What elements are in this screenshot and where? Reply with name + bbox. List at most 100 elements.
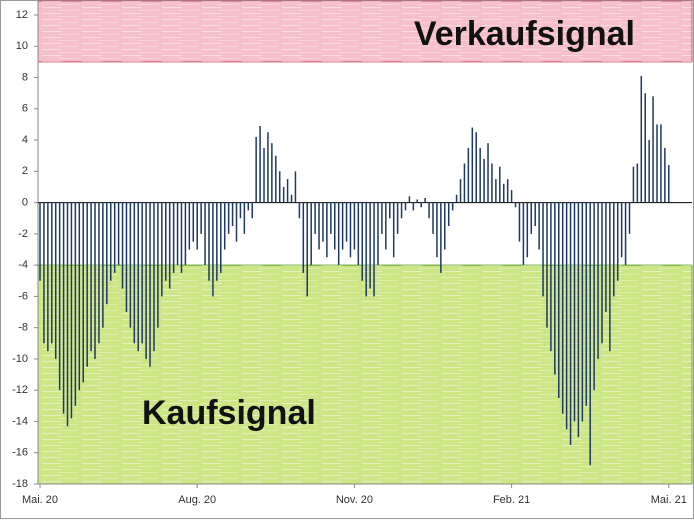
bar — [502, 183, 505, 203]
bar — [153, 202, 155, 352]
bar — [664, 147, 666, 203]
bar — [558, 202, 560, 399]
bar — [86, 202, 88, 367]
bar — [290, 194, 293, 203]
bar — [310, 202, 312, 266]
bar — [369, 202, 371, 289]
bar — [121, 202, 124, 289]
y-tick-label: 8 — [22, 71, 28, 83]
bar — [656, 124, 658, 203]
bar — [373, 202, 375, 297]
bar — [90, 202, 92, 352]
bar — [330, 202, 332, 234]
bar — [341, 202, 344, 250]
bar — [483, 158, 485, 203]
bar — [487, 143, 489, 203]
bar — [506, 179, 509, 203]
bar — [62, 202, 65, 414]
bar — [98, 202, 100, 344]
bar — [652, 96, 654, 203]
bar — [231, 202, 234, 227]
bar — [141, 202, 143, 344]
y-tick-label: -10 — [12, 353, 28, 365]
bar — [39, 202, 41, 281]
bar — [620, 202, 623, 258]
bar — [306, 202, 308, 297]
bar — [235, 202, 238, 242]
bar — [180, 202, 183, 273]
zone-label: Kaufsignal — [142, 394, 316, 432]
bar — [447, 202, 450, 227]
bar — [345, 202, 348, 242]
bar — [550, 202, 552, 352]
bar — [499, 166, 501, 203]
bar — [43, 202, 45, 344]
bar — [577, 202, 580, 438]
bar — [129, 202, 132, 328]
bar — [561, 202, 564, 414]
bar — [212, 202, 214, 297]
bar — [298, 202, 301, 219]
bar — [184, 202, 187, 266]
bar — [400, 202, 403, 219]
bar — [74, 202, 77, 406]
bar — [66, 202, 69, 427]
bar — [389, 202, 391, 219]
x-tick-label: Mai. 20 — [22, 494, 58, 506]
bar — [365, 202, 367, 297]
bar — [585, 202, 588, 406]
bar — [589, 202, 591, 466]
y-tick-label: -8 — [18, 322, 28, 334]
bar — [54, 202, 57, 359]
bar — [196, 202, 198, 250]
bar — [259, 125, 261, 203]
bar — [204, 202, 206, 266]
bar — [176, 202, 179, 266]
y-tick-label: -2 — [18, 228, 28, 240]
bar — [648, 140, 650, 203]
bar — [47, 202, 49, 352]
bar — [337, 202, 340, 266]
bar — [644, 93, 646, 203]
bar — [275, 155, 277, 203]
bar — [216, 202, 218, 281]
y-tick-label: 4 — [22, 134, 28, 146]
bar — [322, 202, 324, 242]
bar — [660, 124, 662, 203]
x-tick-label: Feb. 21 — [493, 494, 530, 506]
bar — [58, 202, 61, 391]
zone-label: Verkaufsignal — [414, 15, 635, 53]
bar — [451, 202, 454, 211]
bar — [145, 202, 147, 359]
bar — [192, 202, 195, 242]
bar — [243, 202, 246, 234]
bar — [632, 166, 635, 203]
bar — [428, 202, 430, 219]
bar — [459, 179, 462, 203]
bar — [396, 202, 399, 234]
bar — [239, 202, 242, 219]
bar — [278, 171, 281, 203]
bar — [109, 202, 112, 281]
bar — [640, 75, 643, 203]
bar — [94, 202, 96, 359]
bar — [491, 163, 493, 203]
bar — [357, 202, 360, 266]
y-tick-label: 0 — [22, 197, 28, 209]
bar — [432, 202, 434, 234]
bar — [510, 190, 513, 203]
bar — [542, 202, 544, 297]
bar — [255, 136, 257, 203]
y-tick-label: 12 — [16, 9, 28, 21]
bar — [565, 202, 568, 430]
bar — [636, 163, 639, 203]
bar — [514, 202, 517, 208]
bar — [82, 202, 84, 383]
bar — [424, 197, 426, 203]
y-tick-label: -4 — [18, 259, 28, 271]
bar — [117, 202, 120, 266]
y-tick-label: -18 — [12, 478, 28, 490]
bar — [408, 196, 411, 203]
bar — [267, 132, 269, 203]
